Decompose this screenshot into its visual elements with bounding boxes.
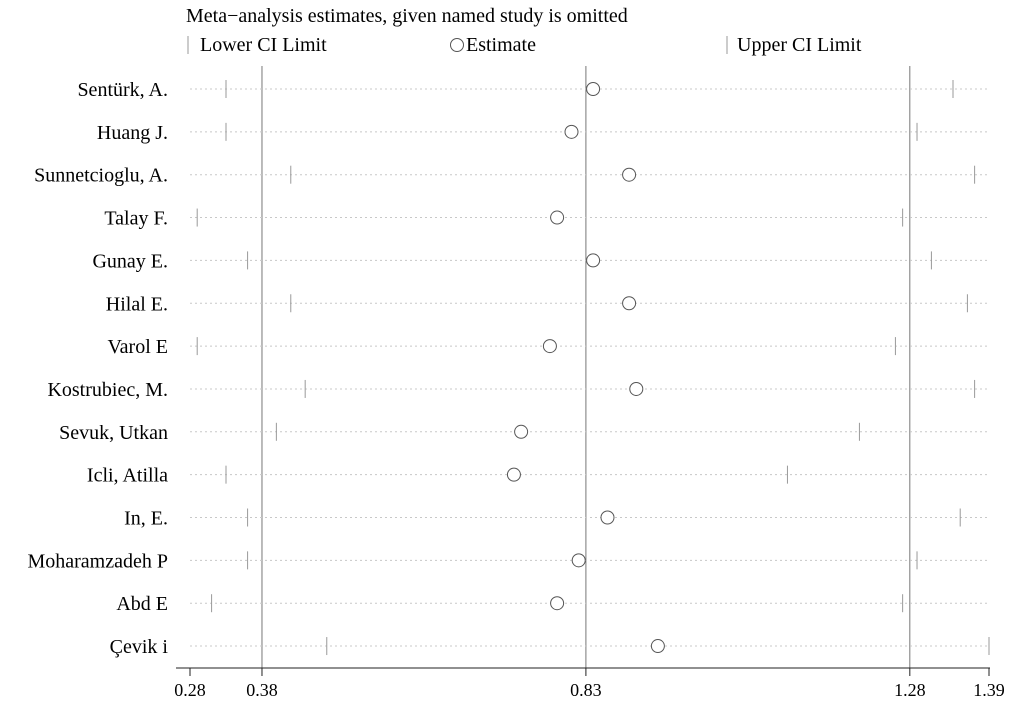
estimate-marker <box>586 253 601 268</box>
study-row: Moharamzadeh P <box>27 550 989 572</box>
estimate-marker <box>622 296 637 311</box>
study-row: Abd E <box>116 593 989 615</box>
study-label: Icli, Atilla <box>87 465 168 487</box>
reference-lines <box>261 66 911 668</box>
study-row: Gunay E. <box>92 250 989 272</box>
study-label: In, E. <box>124 508 168 530</box>
chart-title: Meta−analysis estimates, given named stu… <box>186 5 628 27</box>
estimate-marker <box>622 167 637 182</box>
estimate-marker <box>629 381 644 396</box>
study-label: Talay F. <box>104 208 168 230</box>
x-tick-label: 0.28 <box>174 680 206 700</box>
study-label: Çevik i <box>110 636 169 658</box>
study-label: Sunnetcioglu, A. <box>34 165 168 187</box>
x-tick-label: 0.83 <box>570 680 602 700</box>
study-row: Sunnetcioglu, A. <box>34 165 989 187</box>
estimate-marker <box>550 596 565 611</box>
x-tick-label: 1.28 <box>894 680 926 700</box>
estimate-marker <box>586 82 601 96</box>
study-label: Sevuk, Utkan <box>59 422 168 444</box>
study-row: Kostrubiec, M. <box>47 379 989 401</box>
estimate-marker <box>542 339 557 354</box>
legend-lower-label: Lower CI Limit <box>200 34 327 56</box>
legend-estimate-label: Estimate <box>466 34 536 56</box>
study-row: Sevuk, Utkan <box>59 422 989 444</box>
study-label: Kostrubiec, M. <box>47 379 168 401</box>
study-row: Sentürk, A. <box>77 79 989 101</box>
study-label: Sentürk, A. <box>77 79 168 101</box>
legend: Lower CI Limit Estimate Upper CI Limit <box>187 34 862 56</box>
x-tick-label: 1.39 <box>973 680 1005 700</box>
study-label: Huang J. <box>97 122 168 144</box>
estimate-marker <box>514 424 529 439</box>
estimate-marker <box>600 510 615 525</box>
study-label: Moharamzadeh P <box>27 550 168 572</box>
study-row: Çevik i <box>110 636 990 658</box>
study-row: Icli, Atilla <box>87 465 989 487</box>
study-label: Gunay E. <box>92 250 168 272</box>
estimate-marker <box>506 467 521 482</box>
study-row: Talay F. <box>104 208 989 230</box>
estimate-marker <box>650 639 665 654</box>
study-label: Varol E <box>107 336 168 358</box>
legend-estimate-marker <box>450 38 464 52</box>
study-row: In, E. <box>124 508 989 530</box>
legend-upper-label: Upper CI Limit <box>737 34 862 56</box>
study-row: Varol E <box>107 336 989 358</box>
estimate-marker <box>550 210 565 225</box>
study-label: Hilal E. <box>106 293 168 315</box>
study-row: Huang J. <box>97 122 989 144</box>
x-tick-label: 0.38 <box>246 680 278 700</box>
study-rows: Sentürk, A. Huang J. Sunnetcioglu, A. Talay… <box>27 79 990 658</box>
estimate-marker <box>571 553 586 568</box>
study-label: Abd E <box>116 593 168 615</box>
study-row: Hilal E. <box>106 293 989 315</box>
x-axis-ticks: 0.28 0.38 0.83 1.28 1.39 <box>174 668 1005 700</box>
estimate-marker <box>564 124 579 139</box>
